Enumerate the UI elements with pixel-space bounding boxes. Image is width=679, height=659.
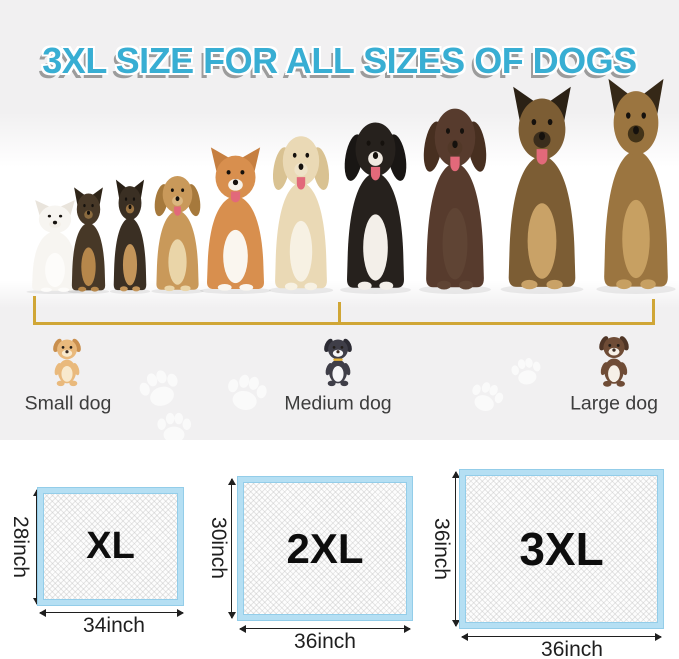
large-puppy-icon: [599, 336, 629, 387]
paw-print-icon: [139, 370, 178, 406]
pad-2xl-height-arrow: [227, 478, 236, 619]
dog-shepherd-puppy: [67, 187, 110, 294]
dog-golden-retriever: [268, 136, 334, 294]
pad-3xl-diagram: 3XL: [460, 470, 663, 628]
dogs-photo-strip: [0, 0, 679, 294]
dog-shepherd-puppy-2: [109, 179, 151, 294]
dog-white-puppy: [26, 200, 84, 294]
dog-german-shepherd-2: [596, 78, 676, 294]
pad-xl-height-label: 28inch: [9, 516, 32, 578]
bracket-middle-tick: [338, 302, 341, 325]
dog-bernese-mountain-dog: [340, 122, 411, 294]
pad-xl-width-arrow: [39, 608, 184, 617]
pad-2xl-name: 2XL: [286, 524, 364, 572]
pad-xl-diagram: XL: [38, 488, 183, 605]
medium-puppy-icon: [324, 338, 352, 387]
bracket-horizontal-line: [33, 322, 655, 325]
paw-print-icon: [228, 374, 267, 410]
pad-xl-width-label: 34inch: [83, 614, 145, 637]
large-dog-label: Large dog: [570, 392, 658, 415]
bracket-right-tick: [652, 299, 655, 325]
pad-2xl-height-label: 30inch: [207, 517, 230, 579]
bracket-left-tick: [33, 296, 36, 325]
page-title: 3XL SIZE FOR ALL SIZES OF DOGS: [42, 40, 637, 82]
pad-3xl-height-arrow: [451, 471, 460, 627]
paw-print-icon: [472, 382, 504, 412]
pad-xl-height-arrow: [32, 489, 41, 605]
pad-2xl-width-label: 36inch: [294, 630, 356, 653]
dog-chocolate-labrador: [419, 108, 491, 294]
pad-2xl-diagram: 2XL: [238, 477, 412, 620]
paw-print-icon: [157, 412, 192, 443]
pad-3xl-name: 3XL: [519, 523, 604, 575]
dog-german-shepherd: [500, 86, 584, 294]
pad-3xl-width-label: 36inch: [541, 638, 603, 659]
paw-print-icon: [511, 357, 541, 385]
small-puppy-icon: [53, 338, 81, 387]
pad-xl-name: XL: [86, 525, 135, 567]
dog-cocker-spaniel: [151, 175, 204, 294]
pad-2xl-width-arrow: [239, 624, 411, 633]
dog-corgi: [200, 147, 271, 294]
pad-3xl-width-arrow: [461, 632, 662, 641]
medium-dog-label: Medium dog: [284, 392, 392, 415]
pad-3xl-height-label: 36inch: [430, 518, 453, 580]
small-dog-label: Small dog: [24, 392, 112, 415]
